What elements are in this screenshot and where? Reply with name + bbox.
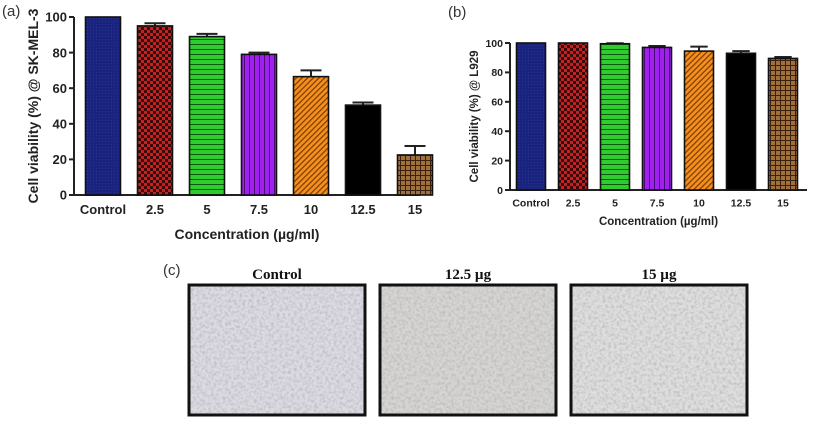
x-tick-label: 2.5: [146, 202, 164, 217]
micrograph-frame: [569, 283, 749, 417]
bar-10: [292, 75, 330, 196]
micrograph-title: 12.5 µg: [445, 267, 492, 283]
y-tick-label: 20: [53, 152, 67, 167]
bar-2.5: [136, 25, 174, 196]
y-tick-label: 20: [491, 155, 503, 167]
panel-label: (c): [163, 262, 181, 279]
chart-b: (b) 0 20 40 60 80 100 Control 2.5 5 7.5 10 12.5 15 Con…: [448, 4, 807, 228]
bar-7.5: [641, 46, 673, 191]
y-tick-label: 80: [53, 45, 67, 60]
y-tick-label: 40: [491, 126, 503, 138]
y-axis-label: Cell viability (%) @ L929: [469, 50, 481, 182]
y-tick-label: 100: [485, 38, 503, 50]
x-tick-label: 12.5: [731, 198, 752, 210]
x-tick-label: 2.5: [566, 198, 581, 210]
bar-Control: [84, 16, 122, 196]
bar-Control: [515, 42, 547, 191]
x-tick-label: Control: [80, 202, 126, 217]
micrographs: (c) Control 12.5 µg 15 µg: [163, 262, 749, 417]
x-tick-label: 15: [408, 202, 422, 217]
x-tick-label: 7.5: [650, 198, 665, 210]
micrograph-texture: [380, 285, 556, 415]
bar-5: [188, 35, 226, 196]
x-tick-label: 12.5: [350, 202, 375, 217]
x-axis-label: Concentration (µg/ml): [175, 226, 320, 242]
x-tick-label: Control: [512, 198, 549, 210]
micrograph-title: 15 µg: [642, 267, 677, 283]
y-tick-label: 0: [497, 185, 503, 197]
x-tick-label: 10: [693, 198, 705, 210]
bar-10: [683, 50, 715, 191]
panel-label: (a): [2, 3, 20, 20]
micrograph-texture: [189, 285, 365, 415]
x-tick-label: 5: [203, 202, 210, 217]
micrograph-title: Control: [252, 267, 302, 283]
bar-7.5: [240, 53, 278, 196]
x-tick-label: 5: [612, 198, 618, 210]
bar-5: [599, 42, 631, 191]
x-tick-label: 7.5: [250, 202, 268, 217]
bar-12.5: [344, 104, 382, 196]
y-tick-label: 100: [45, 10, 67, 25]
y-tick-label: 60: [53, 81, 67, 96]
panel-label: (b): [448, 4, 466, 21]
bar-2.5: [557, 42, 589, 191]
x-axis-label: Concentration (µg/ml): [599, 216, 718, 228]
micrograph-frame: [378, 283, 558, 417]
bar-15: [767, 57, 799, 191]
chart-a: (a) 0 20 40 60 80 100 Control 2.5 5 7.5 10 12.5 15 Con…: [2, 3, 434, 242]
x-tick-label: 10: [304, 202, 318, 217]
x-tick-label: 15: [777, 198, 789, 210]
bar-15: [396, 154, 434, 196]
y-tick-label: 40: [53, 116, 67, 131]
y-axis-label: Cell viability (%) @ SK-MEL-3: [25, 8, 41, 203]
bar-12.5: [725, 52, 757, 191]
y-tick-label: 80: [491, 67, 503, 79]
y-tick-label: 0: [60, 188, 67, 203]
micrograph-texture: [571, 285, 747, 415]
micrograph-frame: [187, 283, 367, 417]
y-tick-label: 60: [491, 97, 503, 109]
